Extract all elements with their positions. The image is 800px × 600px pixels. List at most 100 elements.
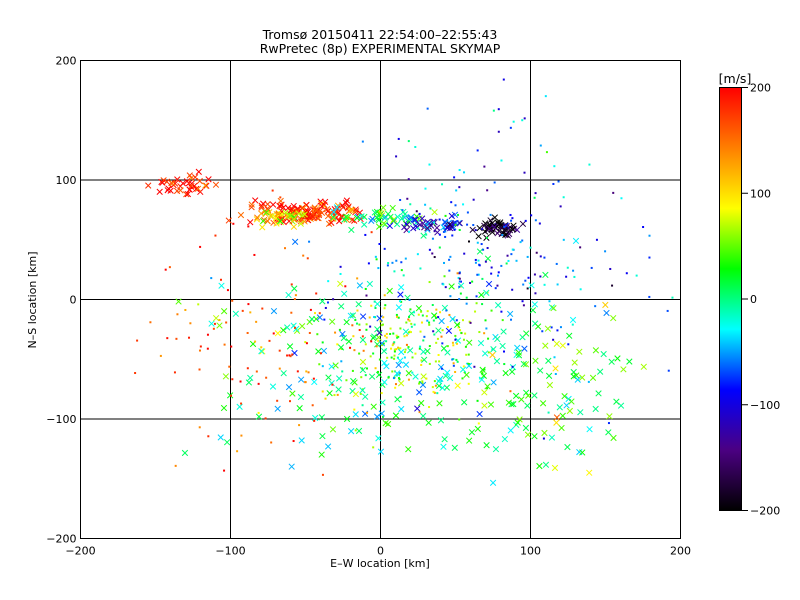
data-point-dot	[255, 370, 258, 373]
data-point-dot	[272, 332, 275, 335]
data-point-dot	[465, 353, 468, 356]
data-point-dot	[667, 369, 670, 372]
data-point-dot	[339, 265, 342, 268]
data-point-x	[342, 213, 350, 221]
data-point-x	[489, 351, 496, 359]
data-point-dot	[334, 331, 337, 334]
data-point-x	[424, 226, 431, 233]
data-point-dot	[588, 163, 591, 166]
data-point-x	[274, 405, 281, 412]
data-point-dot	[261, 307, 264, 310]
data-point-dot	[449, 295, 452, 298]
data-point-dot	[434, 384, 437, 387]
data-point-dot	[408, 230, 411, 233]
data-point-dot	[443, 261, 446, 264]
data-point-x	[586, 469, 593, 476]
data-point-dot	[407, 178, 410, 181]
chart-subtitle: RwPretec (8p) EXPERIMENTAL SKYMAP	[260, 41, 501, 56]
data-point-dot	[474, 261, 477, 264]
data-point-dot	[389, 327, 392, 330]
data-point-dot	[539, 144, 542, 147]
data-point-x	[553, 414, 561, 421]
data-point-x	[579, 374, 586, 381]
data-point-dot	[219, 278, 222, 281]
data-point-dot	[149, 321, 152, 324]
data-point-x	[506, 310, 514, 318]
data-point-x	[518, 396, 525, 403]
data-point-dot	[231, 378, 234, 381]
data-point-x	[284, 324, 291, 331]
data-point-dot	[236, 450, 239, 453]
data-point-dot	[424, 187, 427, 190]
data-point-dot	[168, 266, 171, 269]
colorbar-tick-label: 200	[750, 82, 771, 95]
data-point-dot	[369, 355, 372, 358]
data-point-dot	[354, 318, 357, 321]
data-point-x	[454, 382, 461, 389]
data-point-x	[225, 217, 232, 224]
data-point-dot	[367, 262, 370, 265]
data-point-dot	[421, 314, 424, 317]
data-point-x	[378, 410, 385, 417]
data-point-dot	[559, 205, 562, 208]
data-point-dot	[511, 365, 514, 368]
data-point-x	[316, 314, 324, 321]
data-point-dot	[166, 337, 169, 340]
data-point-dot	[355, 322, 358, 325]
data-point-x	[463, 371, 470, 378]
data-point-dot	[541, 330, 544, 333]
data-point-dot	[314, 312, 317, 315]
data-point-dot	[397, 377, 400, 380]
data-point-x	[617, 402, 625, 409]
data-point-x	[349, 216, 356, 224]
data-point-x	[481, 402, 488, 409]
data-point-dot	[452, 358, 455, 361]
data-point-dot	[458, 186, 461, 189]
data-point-x	[492, 445, 500, 453]
data-point-dot	[383, 294, 386, 297]
data-point-dot	[435, 308, 438, 311]
scatter-points	[134, 78, 674, 486]
data-point-x	[440, 443, 447, 450]
data-point-dot	[278, 349, 281, 352]
data-point-x	[366, 280, 373, 288]
data-point-x	[191, 182, 198, 190]
data-point-x	[308, 315, 316, 323]
data-point-x	[212, 181, 220, 188]
data-point-x	[608, 358, 615, 365]
data-point-dot	[468, 240, 471, 243]
data-point-x	[352, 390, 360, 398]
data-point-x	[285, 384, 293, 391]
data-point-dot	[413, 311, 416, 314]
data-point-x	[469, 226, 476, 234]
data-point-x	[397, 291, 404, 298]
data-point-dot	[206, 347, 209, 350]
data-point-dot	[392, 332, 395, 335]
data-point-x	[494, 230, 501, 237]
data-point-dot	[390, 347, 393, 350]
data-point-dot	[403, 351, 406, 354]
data-point-dot	[538, 222, 541, 225]
data-point-x	[515, 352, 523, 359]
plot-area: −200 −100 0 100 200 −200 −100 0 100 200	[46, 55, 691, 558]
data-point-dot	[477, 273, 480, 276]
data-point-x	[345, 338, 353, 345]
data-point-dot	[604, 250, 607, 253]
data-point-dot	[579, 288, 582, 291]
data-point-dot	[387, 376, 390, 379]
data-point-x	[448, 212, 455, 220]
data-point-dot	[394, 383, 397, 386]
data-point-dot	[477, 422, 480, 425]
data-point-dot	[370, 304, 373, 307]
data-point-x	[515, 349, 522, 356]
data-point-dot	[509, 213, 512, 216]
data-point-dot	[458, 298, 461, 301]
data-point-x	[423, 221, 430, 228]
data-point-x	[205, 176, 212, 183]
data-point-x	[481, 389, 488, 396]
data-point-dot	[480, 243, 483, 246]
data-point-dot	[453, 228, 456, 231]
data-point-dot	[456, 360, 459, 363]
data-point-x	[375, 435, 382, 442]
y-tick-label: −200	[46, 533, 76, 546]
